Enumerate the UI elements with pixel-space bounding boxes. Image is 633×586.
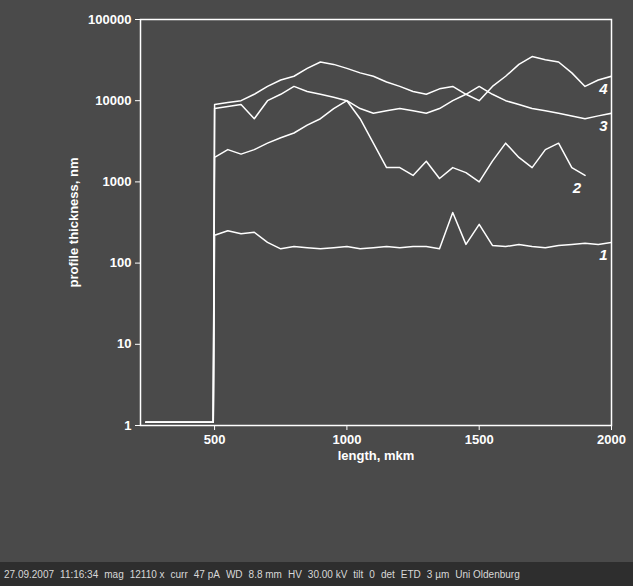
html-text:0: 0 [369,568,375,580]
svg-text:4: 4 [598,80,608,97]
html-text:det: det [380,568,395,580]
svg-text:10: 10 [117,336,131,351]
svg-text:2000: 2000 [597,432,626,447]
svg-text:1500: 1500 [465,432,494,447]
html-text:11:16:34: 11:16:34 [60,568,99,580]
html-text:3 µm: 3 µm [426,568,450,580]
html-text:ETD: ETD [400,568,421,580]
svg-text:1000: 1000 [103,174,132,189]
html-text:curr: curr [170,568,188,580]
html-text:tilt: tilt [353,568,364,580]
html-text:30.00 kV: 30.00 kV [307,568,348,580]
svg-text:100: 100 [110,255,132,270]
html-text:Uni Oldenburg: Uni Oldenburg [455,568,520,580]
html-text:HV: HV [287,568,302,580]
html-text:WD: WD [225,568,243,580]
html-text:27.09.2007: 27.09.2007 [4,568,55,580]
svg-text:3: 3 [599,117,608,134]
svg-text:2: 2 [572,179,582,196]
svg-text:1: 1 [124,418,131,433]
html-text:47 pA: 47 pA [193,568,220,580]
html-text:8.8 mm: 8.8 mm [248,568,282,580]
svg-text:profile thickness, nm: profile thickness, nm [66,157,81,287]
svg-text:500: 500 [204,432,226,447]
svg-text:1000: 1000 [332,432,361,447]
svg-text:10000: 10000 [95,93,131,108]
html-text:mag: mag [104,568,124,580]
svg-text:1: 1 [599,246,607,263]
html-text:12110 x: 12110 x [129,568,165,580]
svg-text:length, mkm: length, mkm [338,448,415,463]
svg-text:100000: 100000 [88,12,131,27]
